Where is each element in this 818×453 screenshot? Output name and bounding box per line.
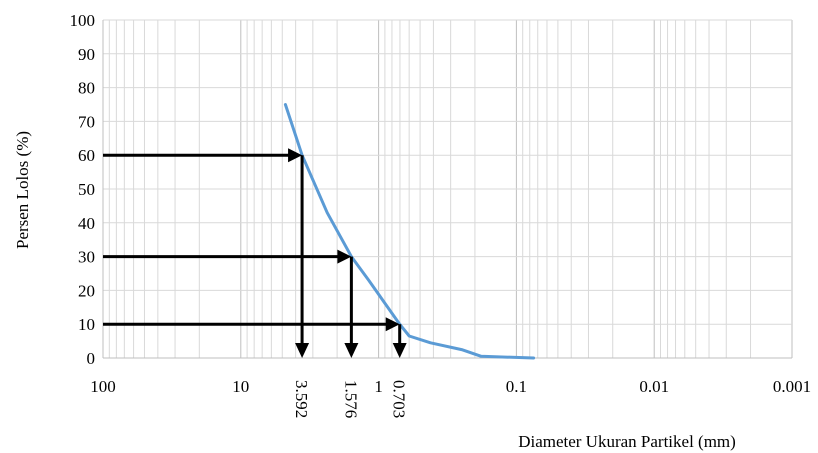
y-tick-label: 0 [87,349,96,368]
y-tick-label: 20 [78,281,95,300]
x-tick-label: 0.01 [639,377,669,396]
x-tick-label: 100 [90,377,116,396]
y-tick-label: 10 [78,315,95,334]
y-tick-label: 50 [78,180,95,199]
annotation-value-label: 1.576 [341,380,360,418]
x-axis-title: Diameter Ukuran Partikel (mm) [518,432,736,451]
annotations: 3.592 1.576 0.703 [103,148,409,418]
y-tick-label: 60 [78,146,95,165]
x-tick-label: 0.1 [506,377,527,396]
x-tick-label: 10 [232,377,249,396]
y-tick-label: 30 [78,248,95,267]
annotation-arrowhead [344,343,359,358]
y-tick-label: 70 [78,112,95,131]
tick-labels: 0 10 20 30 40 50 60 70 80 90 100 100 10 1 0.1 0.01 0.001 [70,11,812,396]
y-axis-title: Persen Lolos (%) [13,131,32,249]
x-tick-label: 0.001 [773,377,811,396]
x-tick-label: 1 [374,377,383,396]
y-tick-label: 80 [78,79,95,98]
axes [102,20,792,359]
annotation-arrowhead [385,317,400,332]
grid [102,19,793,359]
annotation-arrowhead [392,343,407,358]
annotation-arrowhead [337,249,352,264]
annotation-value-label: 3.592 [292,380,311,418]
y-tick-label: 100 [70,11,96,30]
annotation-value-label: 0.703 [390,380,409,418]
y-tick-label: 40 [78,214,95,233]
y-tick-label: 90 [78,45,95,64]
annotation-arrowhead [288,148,303,163]
annotation-arrowhead [295,343,310,358]
